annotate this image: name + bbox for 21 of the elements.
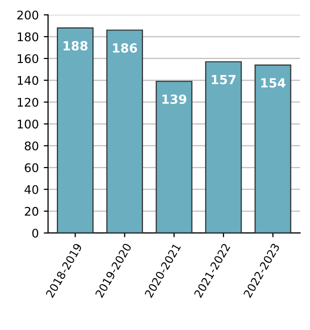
y-tick-label: 100 <box>18 120 38 129</box>
y-tick-label: 200 <box>17 10 38 20</box>
bar <box>56 27 94 233</box>
bar <box>254 64 292 233</box>
data-label: 154 <box>261 78 286 88</box>
y-tick-label: 60 <box>24 163 38 172</box>
y-tick-label: 120 <box>18 98 38 107</box>
y-tick-label: 140 <box>18 76 38 85</box>
y-tick-label: 80 <box>24 141 38 150</box>
data-label: 157 <box>212 75 236 84</box>
data-label: 188 <box>64 41 88 51</box>
y-tick-label: 160 <box>18 54 38 64</box>
data-label: 139 <box>162 94 186 104</box>
bar <box>106 30 143 233</box>
y-tick-label: 20 <box>24 206 38 216</box>
bar <box>156 80 192 233</box>
y-tick-label: 180 <box>18 32 38 42</box>
data-label: 186 <box>113 43 138 53</box>
y-tick-label: 40 <box>24 185 38 194</box>
bar <box>205 61 242 233</box>
y-tick-label: 0 <box>32 228 38 238</box>
